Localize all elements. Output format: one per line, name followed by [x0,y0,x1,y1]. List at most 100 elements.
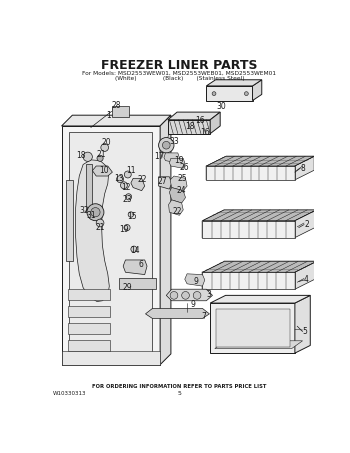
Text: 14: 14 [130,246,140,255]
Text: 5: 5 [302,327,307,336]
Polygon shape [62,126,160,365]
Polygon shape [206,156,314,166]
Text: 17: 17 [155,152,164,161]
Polygon shape [92,166,112,176]
Polygon shape [295,156,314,180]
Polygon shape [202,261,316,272]
Text: (White)              (Black)       (Stainless Steel): (White) (Black) (Stainless Steel) [114,76,244,81]
Text: 24: 24 [177,186,187,195]
Circle shape [120,182,127,189]
Polygon shape [185,274,205,286]
Circle shape [83,152,92,161]
Polygon shape [295,210,316,238]
Text: 32: 32 [79,206,89,215]
Text: 16: 16 [200,128,210,137]
Text: 19: 19 [119,225,129,234]
Polygon shape [216,309,290,347]
Text: 22: 22 [138,175,147,184]
Polygon shape [69,132,153,358]
Bar [68,340,110,351]
Text: W10330313: W10330313 [52,391,86,396]
Text: 4: 4 [304,275,309,284]
Circle shape [128,212,134,217]
Text: 5: 5 [177,391,181,396]
Polygon shape [206,80,262,86]
Text: 21: 21 [95,223,105,232]
Text: 30: 30 [217,102,226,111]
Circle shape [162,141,170,149]
Text: 25: 25 [178,174,187,183]
Text: 13: 13 [114,174,123,183]
Circle shape [124,171,131,178]
Text: 23: 23 [123,195,133,204]
Text: 16: 16 [195,116,205,125]
Text: 31: 31 [86,211,96,220]
Polygon shape [168,120,210,134]
Polygon shape [170,176,187,191]
Circle shape [87,204,104,221]
Text: 33: 33 [170,137,180,146]
Polygon shape [169,200,183,215]
Text: 18: 18 [76,151,85,160]
Text: 19: 19 [175,156,184,165]
Bar [68,323,110,334]
Text: 2: 2 [304,220,309,229]
Polygon shape [166,289,212,301]
Circle shape [117,176,124,183]
Polygon shape [76,160,109,302]
Polygon shape [146,308,209,318]
Text: 1: 1 [106,111,111,120]
Text: FREEZER LINER PARTS: FREEZER LINER PARTS [101,59,258,72]
Polygon shape [160,115,171,365]
Text: 27: 27 [158,177,167,186]
Circle shape [159,138,174,153]
Polygon shape [159,177,172,189]
Polygon shape [168,112,220,120]
Polygon shape [66,180,73,261]
Text: 29: 29 [123,283,133,292]
Circle shape [96,219,104,227]
Polygon shape [131,178,145,191]
Polygon shape [210,112,220,134]
Text: 28: 28 [112,101,121,111]
Polygon shape [202,221,295,238]
Bar [119,278,155,289]
Polygon shape [253,80,262,101]
Text: 26: 26 [179,163,189,172]
Polygon shape [206,166,295,180]
Bar [68,306,110,317]
Text: 3: 3 [206,290,211,299]
Bar [112,106,128,117]
Polygon shape [295,295,310,353]
Polygon shape [123,260,147,275]
Circle shape [131,246,137,252]
Polygon shape [202,272,295,289]
Circle shape [126,194,132,200]
Circle shape [182,292,189,299]
Polygon shape [86,164,92,211]
Circle shape [170,292,178,299]
Text: 22: 22 [172,207,182,216]
Text: 21: 21 [96,150,106,159]
Polygon shape [210,295,310,303]
Circle shape [91,207,100,217]
Text: 11: 11 [126,166,135,175]
Text: 6: 6 [139,260,143,269]
Text: 10: 10 [99,166,109,175]
Polygon shape [169,158,185,169]
Bar [68,289,110,300]
Circle shape [124,225,130,231]
Polygon shape [62,351,160,365]
Polygon shape [62,115,171,126]
Text: 9: 9 [190,300,195,309]
Polygon shape [202,210,316,221]
Text: 9: 9 [193,277,198,286]
Text: 20: 20 [102,139,111,147]
Text: For Models: MSD2553WEW01, MSD2553WEB01, MSD2553WEM01: For Models: MSD2553WEW01, MSD2553WEB01, … [82,71,276,76]
Polygon shape [169,188,186,203]
Polygon shape [164,153,179,163]
Circle shape [193,292,201,299]
Text: 8: 8 [300,164,305,173]
Text: 7: 7 [202,312,206,321]
Polygon shape [295,261,316,289]
